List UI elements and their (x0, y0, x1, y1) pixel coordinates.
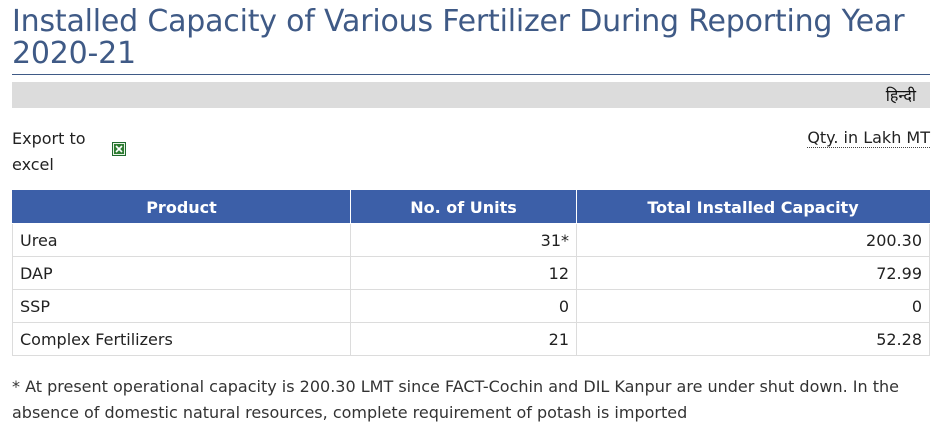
table-row: Urea 31* 200.30 (12, 223, 930, 257)
capacity-cell: 52.28 (576, 322, 930, 356)
hindi-language-link[interactable]: हिन्दी (885, 86, 916, 105)
page-title: Installed Capacity of Various Fertilizer… (12, 4, 905, 71)
table-row: DAP 12 72.99 (12, 256, 930, 290)
table-header-row: Product No. of Units Total Installed Cap… (12, 190, 930, 224)
table-row: Complex Fertilizers 21 52.28 (12, 322, 930, 356)
header-product: Product (12, 190, 351, 224)
capacity-cell: 72.99 (576, 256, 930, 290)
product-cell: Urea (12, 223, 351, 257)
units-cell: 12 (350, 256, 577, 290)
product-cell: SSP (12, 289, 351, 323)
units-cell: 31* (350, 223, 577, 257)
capacity-table: Product No. of Units Total Installed Cap… (12, 190, 930, 356)
language-bar: हिन्दी (12, 82, 930, 108)
capacity-cell: 0 (576, 289, 930, 323)
footnote: * At present operational capacity is 200… (12, 377, 899, 422)
product-cell: DAP (12, 256, 351, 290)
quantity-unit-note: Qty. in Lakh MT (807, 128, 930, 148)
excel-icon[interactable] (112, 142, 126, 156)
title-divider (12, 74, 930, 75)
header-no-of-units: No. of Units (350, 190, 577, 224)
units-cell: 0 (350, 289, 577, 323)
export-to-excel-label[interactable]: Export to excel (12, 129, 86, 174)
table-row: SSP 0 0 (12, 289, 930, 323)
product-cell: Complex Fertilizers (12, 322, 351, 356)
capacity-cell: 200.30 (576, 223, 930, 257)
units-cell: 21 (350, 322, 577, 356)
header-total-installed-capacity: Total Installed Capacity (576, 190, 930, 224)
